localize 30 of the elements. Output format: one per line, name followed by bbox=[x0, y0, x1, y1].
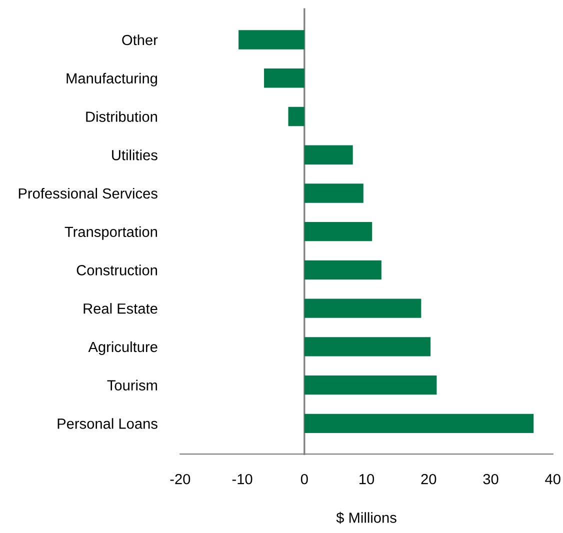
bar bbox=[238, 30, 304, 50]
y-tick-label: Construction bbox=[76, 264, 157, 276]
y-tick-label: Other bbox=[122, 34, 158, 46]
y-tick-label: Personal Loans bbox=[58, 418, 158, 429]
x-tick-label: 30 bbox=[483, 474, 498, 484]
bar bbox=[304, 337, 430, 356]
y-tick-label: Professional Services bbox=[18, 188, 158, 199]
y-tick-label: Tourism bbox=[107, 380, 157, 390]
bar bbox=[304, 414, 534, 434]
x-tick-label: 10 bbox=[360, 474, 374, 484]
x-axis-title: $ Millions bbox=[336, 512, 396, 524]
y-tick-label: Distribution bbox=[86, 111, 157, 122]
bar bbox=[304, 375, 437, 395]
bar bbox=[304, 145, 353, 164]
y-tick-label: Real Estate bbox=[84, 303, 158, 314]
y-tick-label: Utilities bbox=[112, 150, 158, 160]
x-tick-label: 20 bbox=[421, 474, 436, 484]
bar bbox=[304, 222, 372, 242]
y-tick-label: Manufacturing bbox=[66, 72, 158, 86]
bar bbox=[304, 184, 364, 203]
x-tick-label: 0 bbox=[300, 474, 308, 484]
x-tick-label: -20 bbox=[170, 474, 190, 484]
bar bbox=[288, 106, 304, 126]
bar bbox=[264, 68, 304, 88]
y-tick-label: Agriculture bbox=[88, 341, 158, 355]
x-tick-label: 40 bbox=[545, 474, 560, 484]
bar bbox=[304, 260, 382, 280]
bar bbox=[304, 298, 422, 318]
y-tick-label: Transportation bbox=[64, 226, 157, 240]
x-tick-label: -10 bbox=[232, 474, 252, 484]
